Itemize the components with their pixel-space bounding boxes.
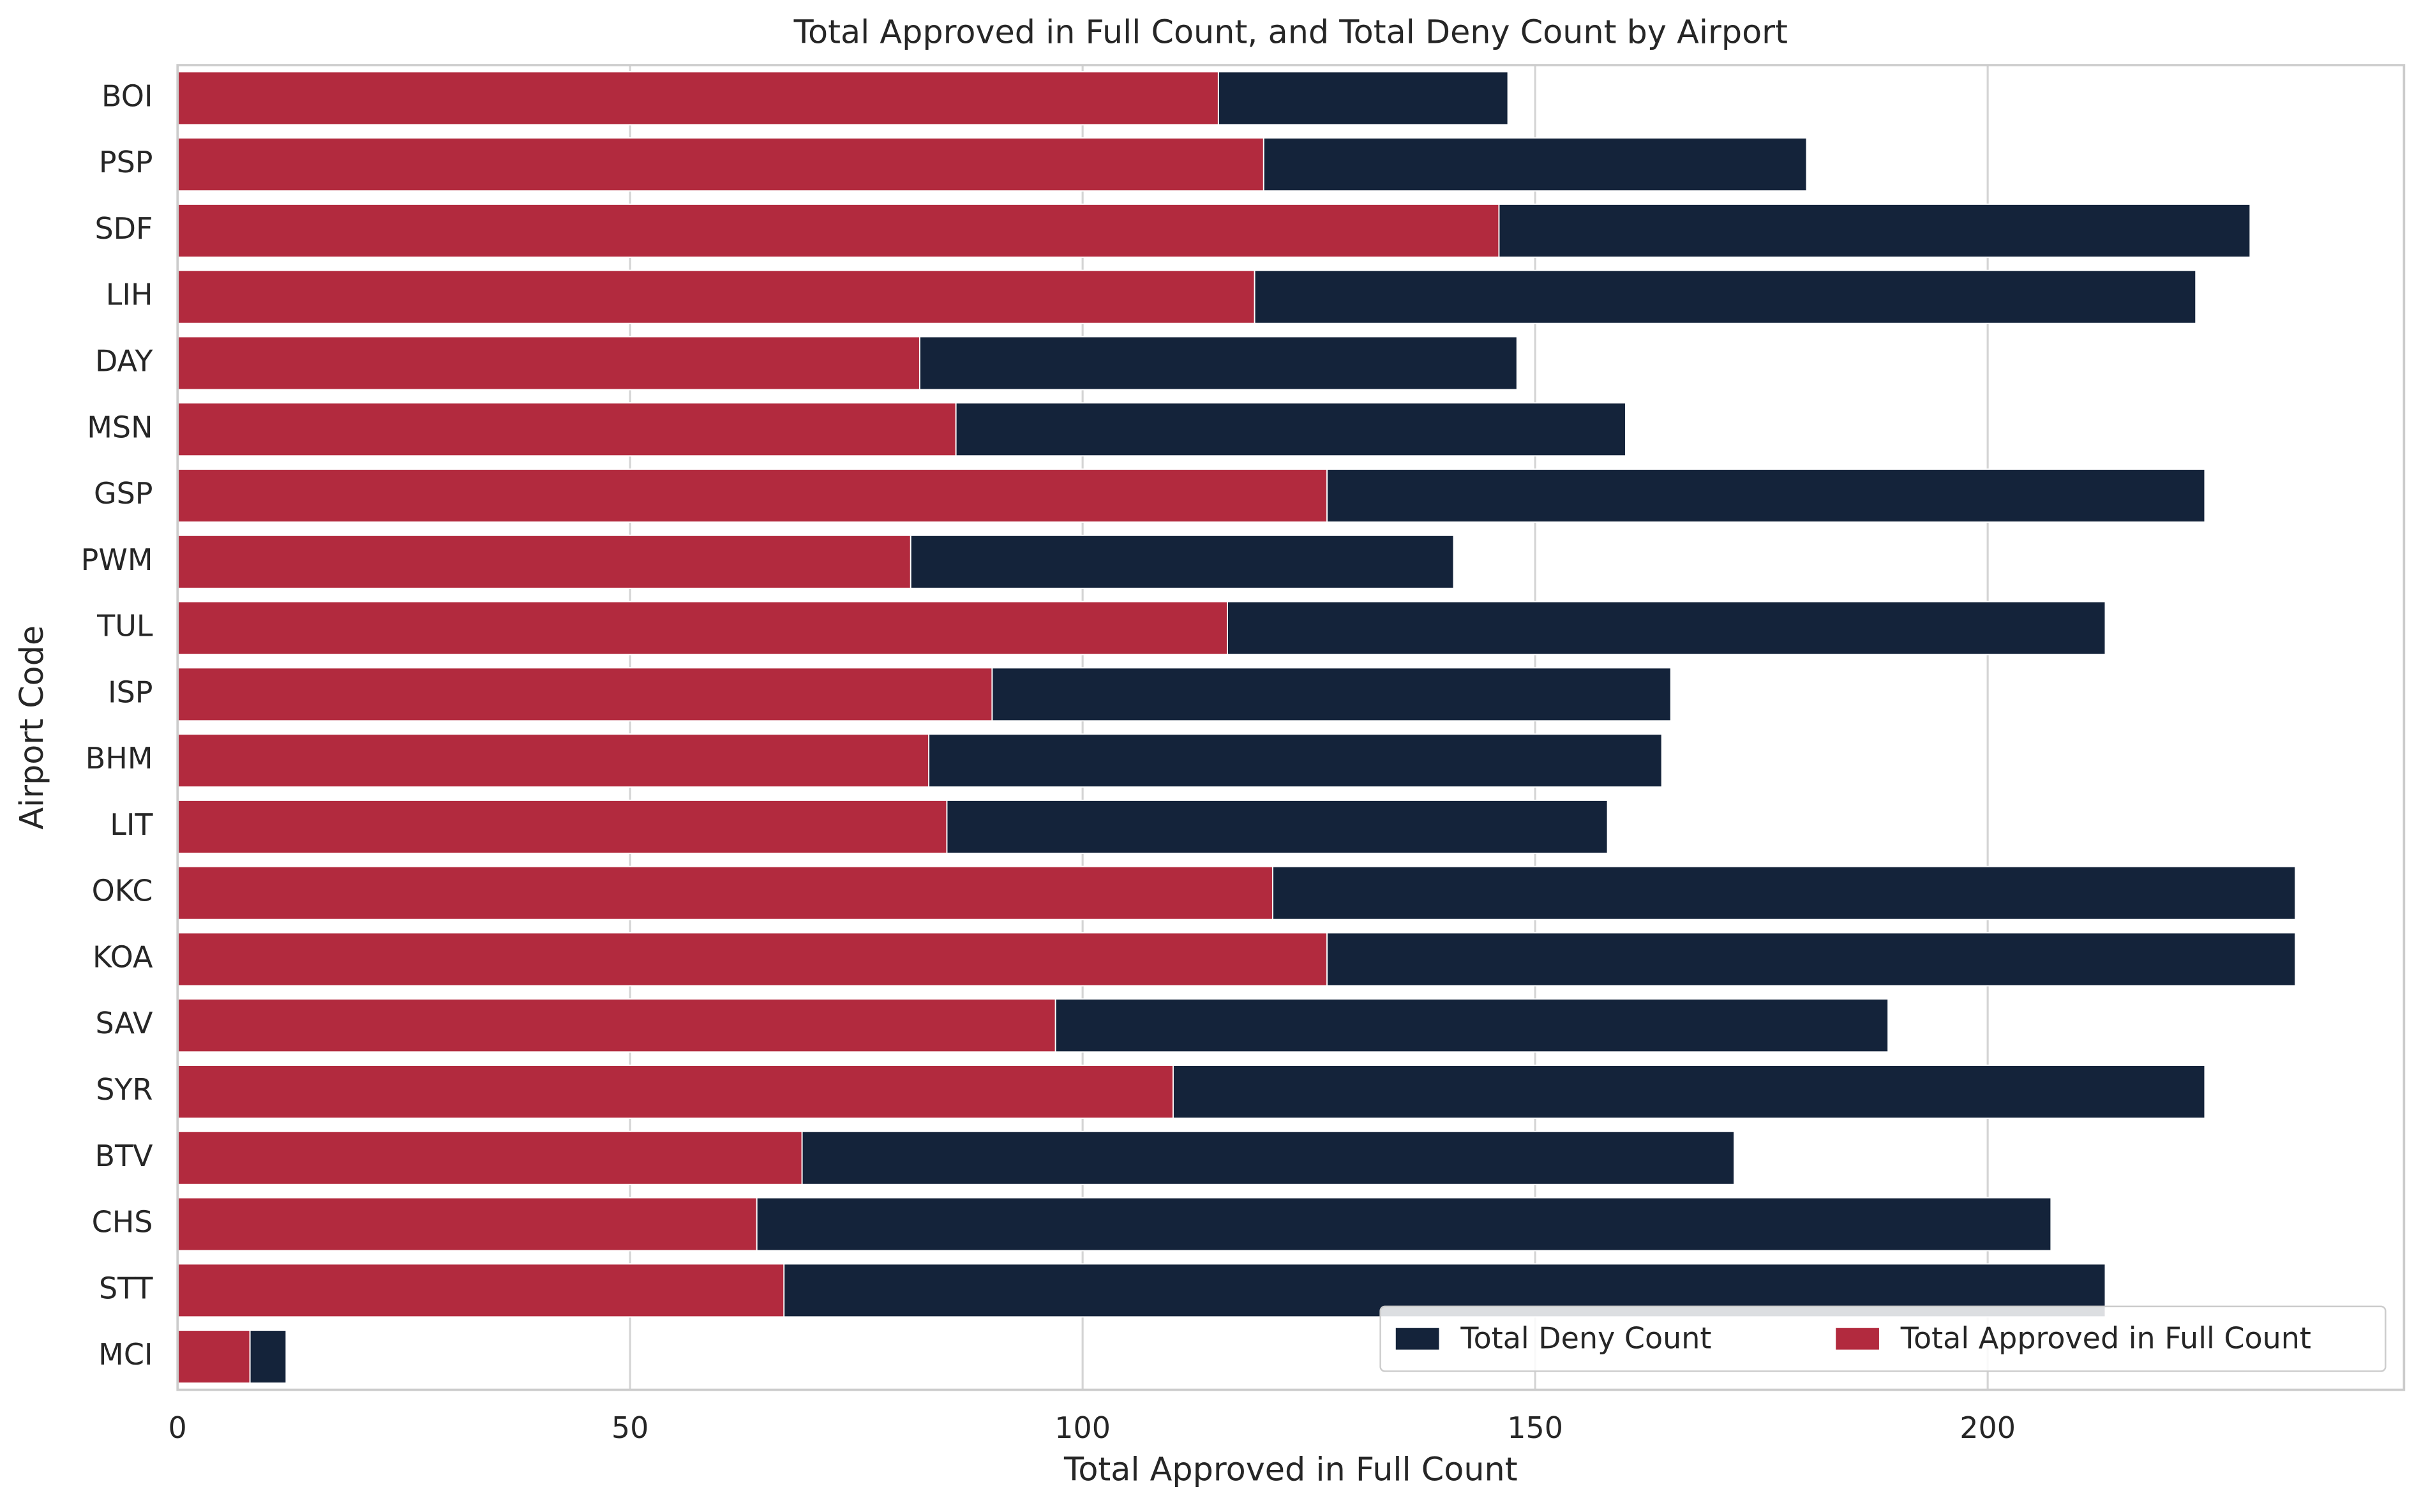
y-tick-label: CHS [92, 1205, 153, 1239]
y-tick-label: SDF [94, 211, 153, 246]
legend-swatch [1395, 1328, 1439, 1350]
y-tick-label: MSN [87, 410, 153, 444]
bar [177, 71, 1219, 126]
bar [177, 601, 1228, 655]
x-tick-label: 150 [1507, 1411, 1563, 1445]
bar [177, 733, 930, 788]
y-tick-label: ISP [108, 675, 153, 709]
legend: Total Deny Count Total Approved in Full C… [1379, 1305, 2387, 1372]
x-tick-label: 50 [611, 1411, 648, 1445]
bar [177, 1263, 785, 1318]
bar [177, 1197, 758, 1252]
y-tick-label: DAY [95, 343, 153, 378]
y-tick-label: GSP [94, 476, 153, 511]
bar [177, 667, 993, 722]
bar [177, 932, 1328, 987]
bar [177, 799, 948, 854]
y-tick-label: TUL [96, 609, 153, 643]
bar [177, 336, 920, 391]
y-tick-label: STT [99, 1271, 153, 1305]
labels: 0 50 100 150 200 BOI PSP SDF LIH DAY MSN GSP PWM TUL I… [81, 79, 2016, 1445]
y-tick-label: KOA [93, 939, 153, 974]
x-tick-label: 100 [1054, 1411, 1111, 1445]
bar [177, 998, 1056, 1053]
bar [177, 1130, 803, 1185]
y-tick-label: LIT [110, 807, 153, 842]
x-axis-label: Total Approved in Full Count [1063, 1451, 1518, 1488]
y-tick-label: SYR [96, 1072, 153, 1107]
bar [177, 1329, 251, 1384]
bar [177, 402, 957, 457]
y-tick-label: PWM [81, 543, 153, 577]
y-tick-label: BTV [94, 1139, 153, 1173]
y-tick-label: BOI [101, 79, 153, 113]
legend-label: Total Approved in Full Count [1900, 1321, 2311, 1356]
legend-label: Total Deny Count [1460, 1321, 1711, 1356]
bar [177, 1065, 1174, 1119]
y-tick-label: PSP [99, 145, 153, 179]
y-tick-label: BHM [86, 741, 153, 775]
y-tick-label: MCI [98, 1337, 153, 1372]
x-tick-label: 200 [1960, 1411, 2016, 1445]
bars [177, 71, 2297, 1384]
y-tick-label: OKC [92, 874, 153, 908]
bar [177, 534, 911, 589]
y-tick-label: SAV [96, 1006, 154, 1040]
x-tick-label: 0 [169, 1411, 187, 1445]
bar [177, 865, 1273, 920]
bar [177, 468, 1328, 523]
plot-frame [176, 64, 2406, 1391]
legend-swatch [1836, 1328, 1879, 1350]
legend-box [1379, 1305, 2387, 1372]
chart-title: Total Approved in Full Count, and Total … [793, 13, 1788, 51]
bar [177, 137, 1264, 192]
bar [177, 203, 1500, 258]
y-tick-label: LIH [106, 278, 153, 312]
y-axis-label: Airport Code [13, 625, 50, 830]
bar [177, 269, 1255, 324]
